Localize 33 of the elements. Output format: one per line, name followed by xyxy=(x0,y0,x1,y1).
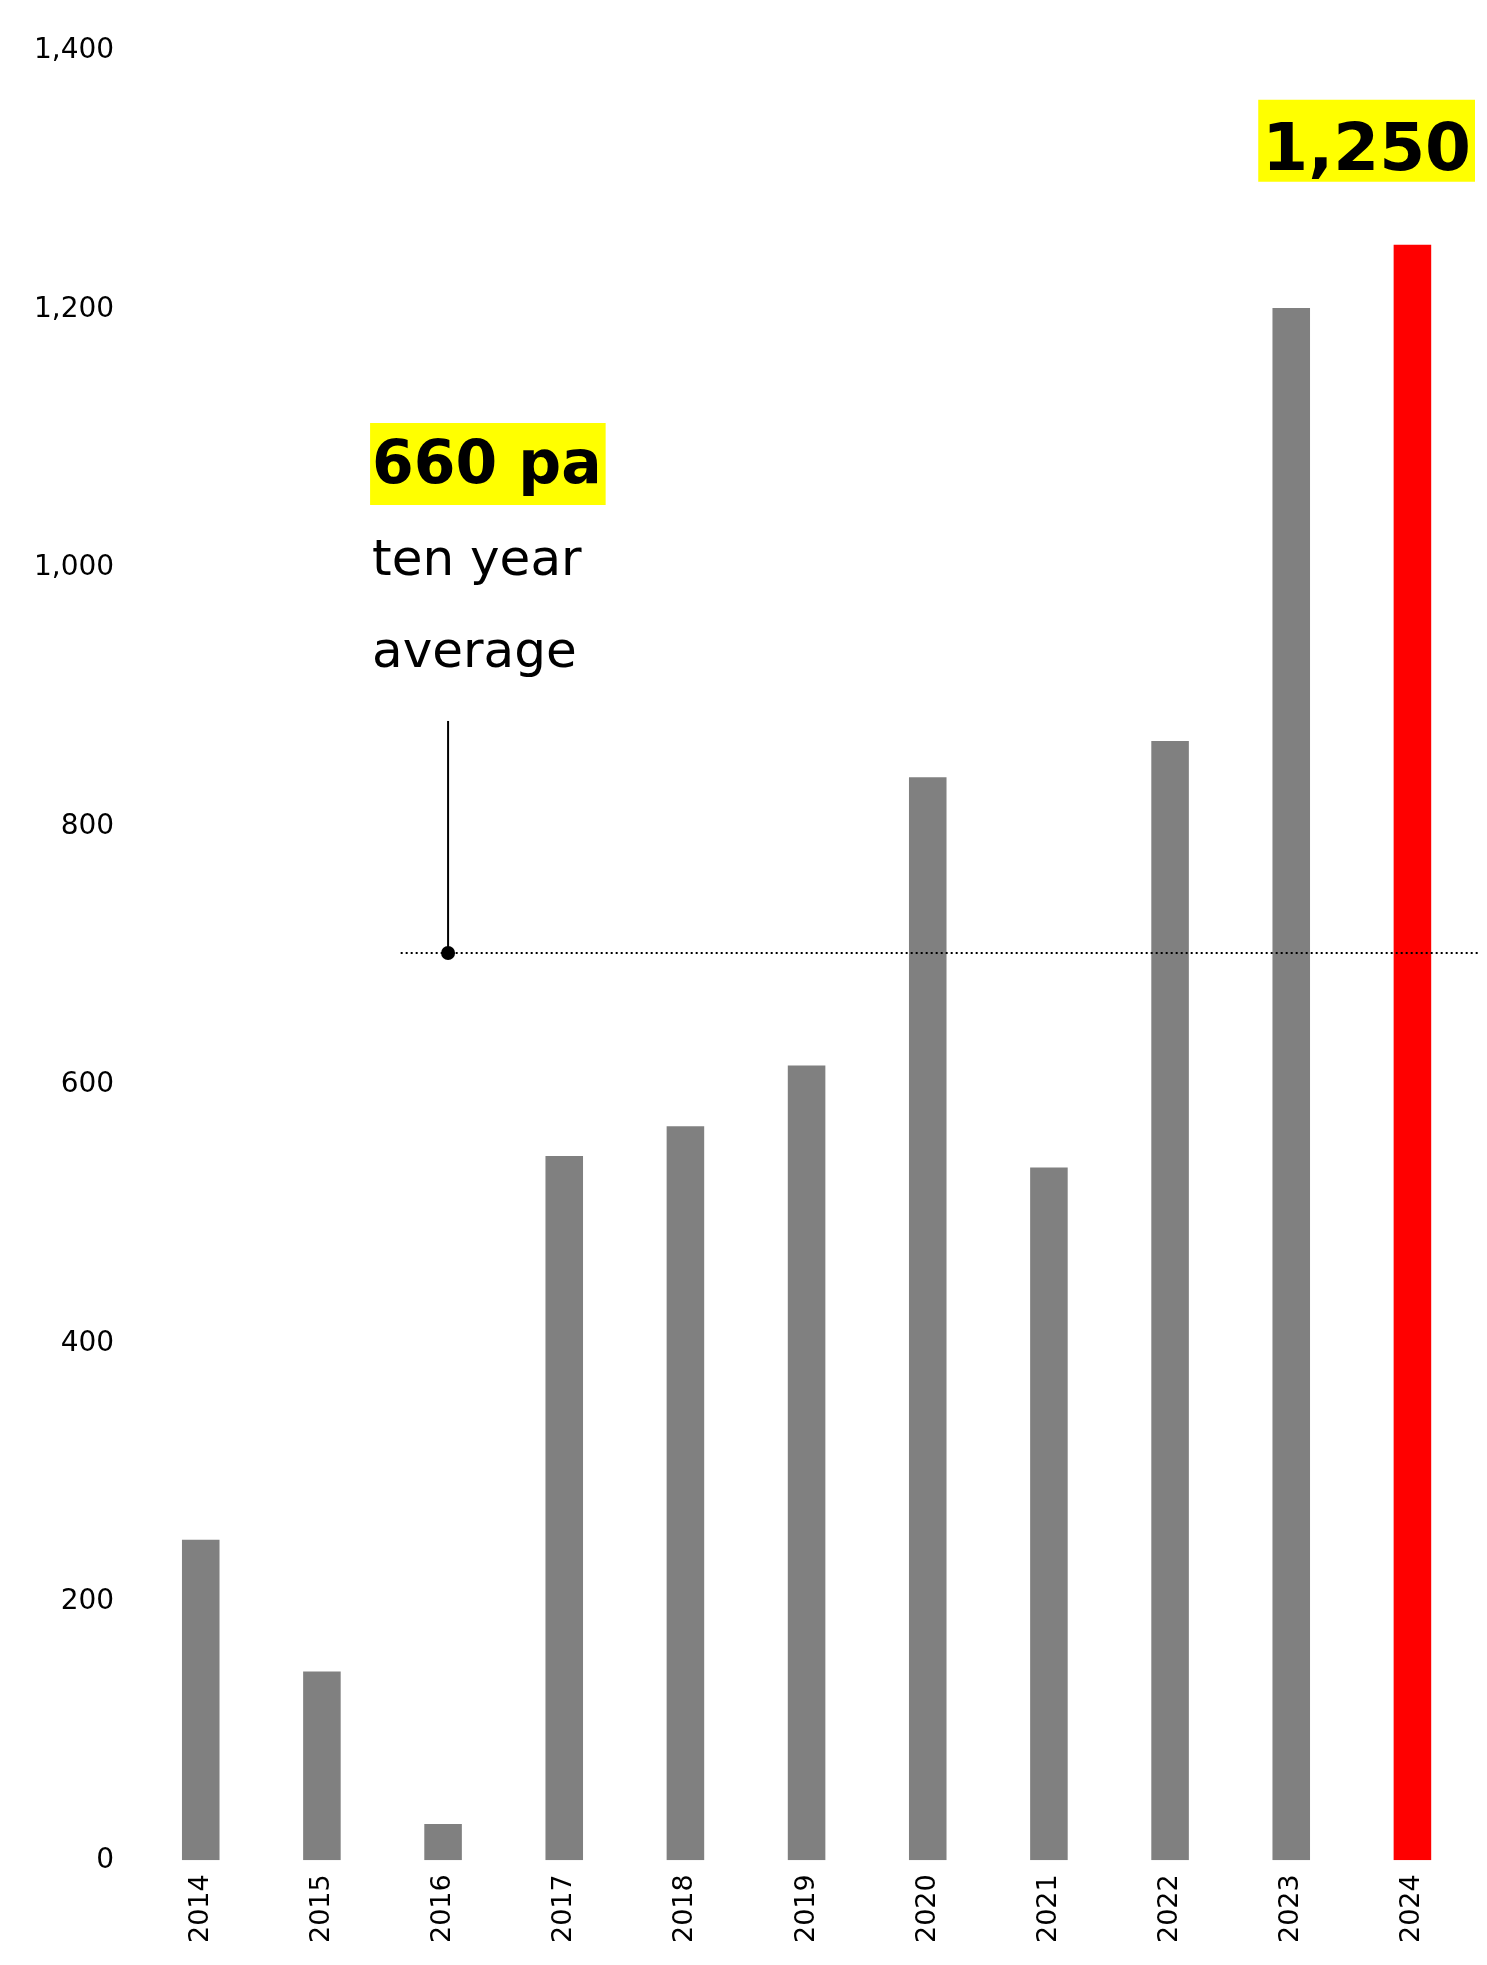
y-tick-label: 0 xyxy=(96,1841,115,1875)
bar xyxy=(1151,740,1189,1861)
bar xyxy=(424,1824,462,1861)
x-tick-label: 2024 xyxy=(1394,1874,1426,1944)
x-tick-label: 2023 xyxy=(1273,1874,1305,1944)
x-tick-label: 2018 xyxy=(667,1874,699,1944)
bar xyxy=(787,1065,826,1861)
bar xyxy=(1272,308,1311,1861)
annotation: ten year average xyxy=(372,528,583,679)
x-tick-label: 2020 xyxy=(909,1874,941,1944)
bar xyxy=(1393,244,1432,1861)
x-tick-label: 2016 xyxy=(425,1874,457,1944)
bar xyxy=(303,1671,341,1861)
bar xyxy=(908,777,947,1861)
y-tick-label: 1,400 xyxy=(33,32,115,66)
x-tick-label: 2022 xyxy=(1152,1874,1184,1944)
y-tick-label: 400 xyxy=(60,1324,115,1358)
x-tick-label: 2017 xyxy=(546,1874,578,1944)
annotation: 660 pa xyxy=(372,426,602,497)
x-tick-label: 2015 xyxy=(303,1874,335,1944)
y-tick-label: 200 xyxy=(60,1583,115,1617)
data-label: 1,250 xyxy=(1262,108,1471,186)
y-tick-label: 800 xyxy=(60,807,115,841)
bar xyxy=(181,1539,220,1861)
y-tick-label: 1,200 xyxy=(33,290,115,324)
x-tick-label: 2014 xyxy=(182,1874,214,1944)
bar xyxy=(545,1155,584,1861)
y-tick-label: 600 xyxy=(60,1066,115,1100)
bar xyxy=(1030,1167,1068,1861)
x-tick-label: 2021 xyxy=(1030,1874,1062,1944)
bar xyxy=(666,1126,705,1861)
y-tick-label: 1,000 xyxy=(33,549,115,583)
x-tick-label: 2019 xyxy=(788,1874,820,1944)
